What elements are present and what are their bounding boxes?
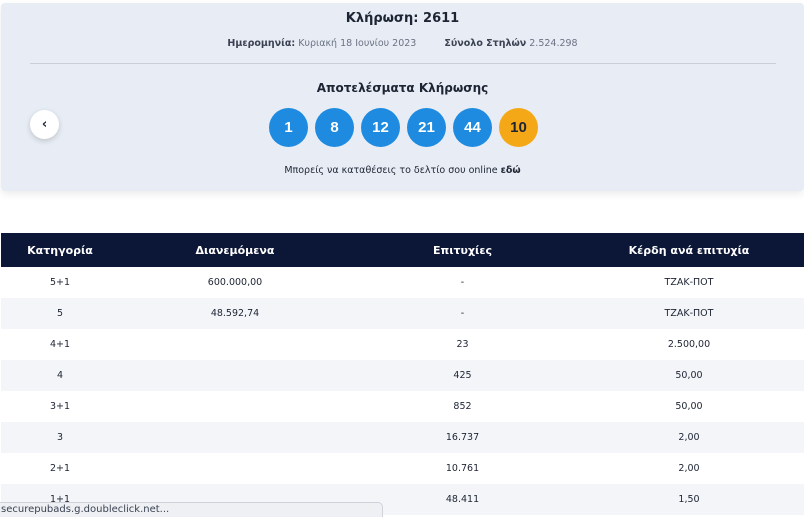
cell-category: 5+1 — [49, 277, 71, 288]
header-distributed: Διανεμόμενα — [195, 243, 275, 257]
table-row: 3 16.737 2,00 — [1, 422, 804, 453]
cell-winners: - — [460, 308, 465, 319]
cell-winners: 425 — [453, 370, 472, 381]
header-prize-per-winner: Κέρδη ανά επιτυχία — [628, 243, 750, 257]
previous-draw-button[interactable]: ‹ — [30, 110, 59, 139]
cell-winners: 16.737 — [445, 432, 480, 443]
cell-category: 4 — [56, 370, 64, 381]
number-ball: 1 — [269, 108, 308, 147]
table-row: 3+1 852 50,00 — [1, 391, 804, 422]
browser-status-bar: securepubads.g.doubleclick.net... — [0, 502, 383, 517]
chevron-left-icon: ‹ — [41, 117, 48, 132]
cell-distributed: 48.592,74 — [210, 308, 260, 319]
draw-title: Κλήρωση: 2611 — [345, 11, 460, 26]
cell-winners: 23 — [456, 339, 469, 350]
online-text: Μπορείς να καταθέσεις το δελτίο σου onli… — [284, 165, 498, 176]
number-ball: 44 — [453, 108, 492, 147]
number-ball: 12 — [361, 108, 400, 147]
table-header: Κατηγορία Διανεμόμενα Επιτυχίες Κέρδη αν… — [1, 233, 804, 267]
table-row: 2+1 10.761 2,00 — [1, 453, 804, 484]
prize-table: Κατηγορία Διανεμόμενα Επιτυχίες Κέρδη αν… — [1, 233, 804, 515]
cell-category: 1+1 — [49, 494, 71, 505]
cell-category: 3 — [56, 432, 64, 443]
cell-prize: ΤΖΑΚ-ΠΟΤ — [664, 308, 714, 319]
cell-prize: ΤΖΑΚ-ΠΟΤ — [664, 277, 714, 288]
header-category: Κατηγορία — [27, 243, 93, 257]
table-row: 5 48.592,74 - ΤΖΑΚ-ΠΟΤ — [1, 298, 804, 329]
cell-prize: 50,00 — [675, 370, 703, 381]
cell-winners: 48.411 — [445, 494, 480, 505]
results-title: Αποτελέσματα Κλήρωσης — [316, 81, 489, 95]
online-bet-text: Μπορείς να καταθέσεις το δελτίο σου onli… — [1, 165, 804, 176]
cell-winners: 10.761 — [445, 463, 480, 474]
cell-prize: 1,50 — [678, 494, 700, 505]
cell-category: 4+1 — [49, 339, 71, 350]
columns-label: Σύνολο Στηλών — [444, 38, 527, 49]
cell-category: 3+1 — [49, 401, 71, 412]
divider — [30, 63, 776, 64]
table-row: 4+1 23 2.500,00 — [1, 329, 804, 360]
columns-value: 2.524.298 — [529, 38, 578, 49]
cell-prize: 50,00 — [675, 401, 703, 412]
table-row: 4 425 50,00 — [1, 360, 804, 391]
table-row: 5+1 600.000,00 - ΤΖΑΚ-ΠΟΤ — [1, 267, 804, 298]
cell-winners: - — [460, 277, 465, 288]
winning-numbers: 1 8 12 21 44 10 — [269, 108, 538, 147]
date-value: Κυριακή 18 Ιουνίου 2023 — [298, 38, 417, 49]
number-ball: 21 — [407, 108, 446, 147]
cell-prize: 2,00 — [678, 463, 700, 474]
date-label: Ημερομηνία: — [227, 38, 296, 49]
number-ball: 8 — [315, 108, 354, 147]
cell-prize: 2,00 — [678, 432, 700, 443]
cell-distributed: 600.000,00 — [207, 277, 263, 288]
draw-info-panel: Κλήρωση: 2611 Ημερομηνία: Κυριακή 18 Ιου… — [1, 3, 804, 191]
cell-prize: 2.500,00 — [667, 339, 711, 350]
online-bet-link[interactable]: εδώ — [500, 165, 521, 176]
cell-winners: 852 — [453, 401, 472, 412]
header-winners: Επιτυχίες — [433, 243, 492, 257]
cell-category: 2+1 — [49, 463, 71, 474]
table-body: 5+1 600.000,00 - ΤΖΑΚ-ΠΟΤ 5 48.592,74 - … — [1, 267, 804, 515]
joker-ball: 10 — [499, 108, 538, 147]
draw-meta: Ημερομηνία: Κυριακή 18 Ιουνίου 2023 Σύνο… — [1, 38, 804, 49]
cell-category: 5 — [56, 308, 64, 319]
